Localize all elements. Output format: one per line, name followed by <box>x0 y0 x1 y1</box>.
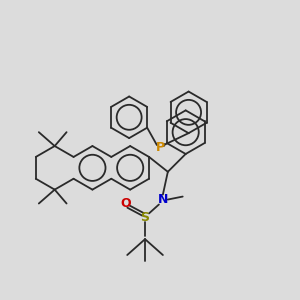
Text: P: P <box>156 140 165 154</box>
Text: O: O <box>120 197 130 210</box>
Text: S: S <box>140 211 149 224</box>
Text: N: N <box>158 193 168 206</box>
